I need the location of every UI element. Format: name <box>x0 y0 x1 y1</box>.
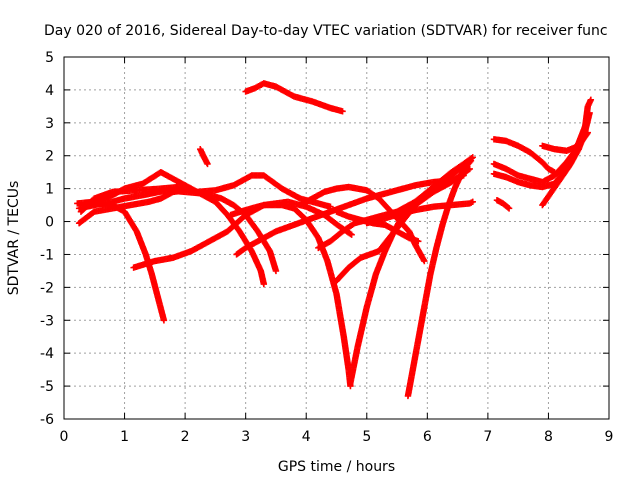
y-tick-label: 2 <box>45 149 54 165</box>
data-point-marker <box>348 231 355 238</box>
data-point-marker <box>467 157 475 164</box>
data-point-marker <box>469 154 476 161</box>
data-point-marker <box>347 230 354 238</box>
chart-title: Day 020 of 2016, Sidereal Day-to-day VTE… <box>44 23 608 39</box>
data-point-marker <box>586 109 593 117</box>
data-point-marker <box>505 205 513 212</box>
x-tick-label: 7 <box>483 429 492 445</box>
data-markers <box>74 80 595 400</box>
data-point-marker <box>469 198 476 205</box>
y-tick-label: 5 <box>45 50 54 66</box>
data-point-marker <box>504 204 512 211</box>
y-tick-label: 3 <box>45 116 54 132</box>
y-tick-label: -3 <box>40 313 54 329</box>
y-tick-label: -1 <box>40 247 54 263</box>
data-point-marker <box>339 108 346 115</box>
x-tick-label: 3 <box>241 429 250 445</box>
data-point-marker <box>260 280 268 288</box>
y-axis-title: SDTVAR / TECUs <box>6 181 22 296</box>
plot-frame <box>63 56 610 420</box>
y-tick-label: -6 <box>40 412 54 428</box>
y-tick-label: -2 <box>40 280 54 296</box>
axis-ticks: 0 1 2 3 4 5 6 7 8 9 -6 -5 -4 -3 -2 -1 0 1 2 3 4 5 <box>40 50 613 445</box>
x-axis-title: GPS time / hours <box>278 459 395 475</box>
x-tick-label: 4 <box>302 429 311 445</box>
x-tick-label: 8 <box>544 429 553 445</box>
x-tick-label: 9 <box>605 429 614 445</box>
y-tick-label: 4 <box>45 83 54 99</box>
data-point-marker <box>204 160 211 168</box>
x-tick-label: 1 <box>120 429 129 445</box>
data-point-marker <box>272 267 280 275</box>
x-tick-label: 0 <box>60 429 69 445</box>
data-point-marker <box>160 317 168 324</box>
data-point-marker <box>181 187 189 194</box>
y-tick-label: -4 <box>40 346 54 362</box>
x-tick-label: 2 <box>181 429 190 445</box>
data-point-marker <box>587 96 595 103</box>
data-point-marker <box>466 158 474 165</box>
y-tick-label: 0 <box>45 215 54 231</box>
x-tick-label: 5 <box>362 429 371 445</box>
y-tick-label: -5 <box>40 379 54 395</box>
data-point-marker <box>421 257 428 265</box>
y-tick-label: 1 <box>45 182 54 198</box>
x-tick-label: 6 <box>423 429 432 445</box>
data-point-marker <box>415 238 422 245</box>
